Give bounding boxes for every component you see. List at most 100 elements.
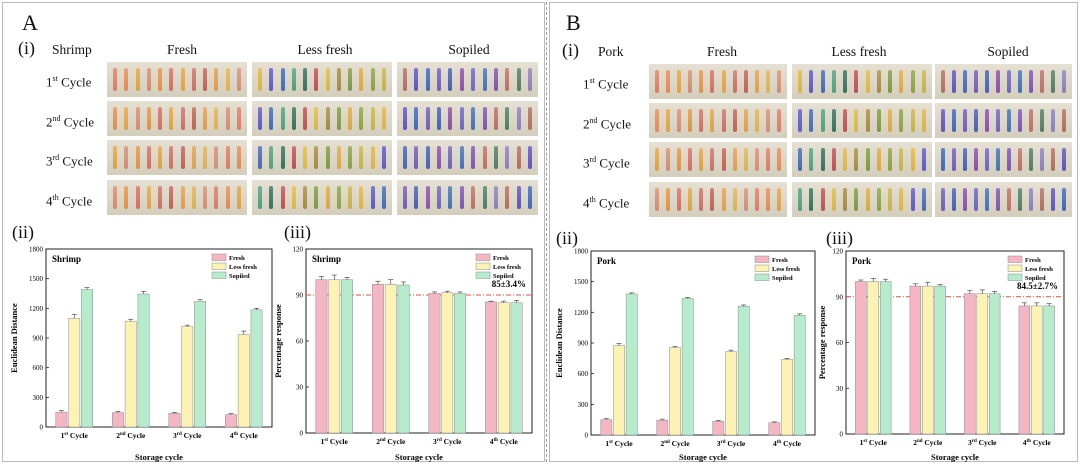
sensor-spot xyxy=(203,146,208,169)
sensor-spot xyxy=(843,70,848,93)
bar-fresh xyxy=(315,279,328,434)
y-tick-label: 600 xyxy=(33,364,44,372)
sensor-spot xyxy=(370,68,375,91)
sensor-spot xyxy=(459,186,464,209)
sensor-spot xyxy=(124,186,129,209)
sensor-spot xyxy=(459,146,464,169)
x-tick-label: 3rd Cycle xyxy=(717,439,746,448)
x-tick-label: 3rd Cycle xyxy=(433,437,462,446)
y-tick-label: 90 xyxy=(296,292,304,300)
sensor-spot xyxy=(135,186,140,209)
result-annotation: 84.5±2.7% xyxy=(1017,281,1058,291)
sensor-spot xyxy=(963,109,967,132)
row-label-3: 3rd Cycle xyxy=(583,155,630,171)
sensor-spot xyxy=(303,68,308,91)
bar-fresh xyxy=(225,414,237,428)
sensor-spot xyxy=(888,188,893,211)
sensor-spot xyxy=(655,188,659,211)
sensor-spot xyxy=(899,188,904,211)
y-tick-label: 0 xyxy=(585,432,589,440)
bar-less-fresh xyxy=(328,279,341,434)
sensor-spot xyxy=(899,109,904,132)
sensor-spot xyxy=(922,148,926,171)
y-axis-label: Euclidean Distance xyxy=(554,308,564,378)
bar-sopiled xyxy=(194,301,206,428)
sensor-spot xyxy=(291,186,296,209)
sensor-spot xyxy=(314,146,319,169)
sensor-spot xyxy=(952,109,956,132)
sensor-spot xyxy=(493,68,498,91)
sensor-spot xyxy=(382,186,386,209)
x-tick-label: 4th Cycle xyxy=(1023,438,1052,447)
sensor-spot xyxy=(710,148,715,171)
sensor-spot xyxy=(688,148,693,171)
y-tick-label: 1200 xyxy=(29,305,44,313)
sensor-spot xyxy=(414,68,419,91)
legend-label: Fresh xyxy=(772,257,788,264)
x-tick-label: 1st Cycle xyxy=(860,438,888,447)
legend-swatch xyxy=(475,271,491,279)
panel-b-col-fresh: Fresh xyxy=(707,44,737,59)
sensor-spot xyxy=(225,68,230,91)
sensor-spot xyxy=(974,188,978,211)
sensor-spot xyxy=(258,68,262,91)
y-tick-label: 1500 xyxy=(29,275,44,283)
sensor-strip-spoiled-cycle-2 xyxy=(935,103,1072,138)
sensor-strip-spoiled-cycle-3 xyxy=(397,140,538,175)
bar-sopiled xyxy=(625,293,638,436)
sensor-spot xyxy=(225,107,230,130)
sensor-spot xyxy=(941,109,945,132)
sensor-spot xyxy=(888,109,893,132)
sensor-spot xyxy=(258,186,262,209)
x-tick-label: 1st Cycle xyxy=(321,437,349,446)
bar-fresh xyxy=(712,420,725,436)
sensor-spot xyxy=(1018,70,1022,93)
bar-sopiled xyxy=(341,279,353,434)
sensor-spot xyxy=(280,146,285,169)
sensor-spot xyxy=(336,146,341,169)
sensor-spot xyxy=(854,188,859,211)
panel-a-sub-iii: (iii) xyxy=(284,222,311,242)
y-axis-label: Euclidean Distance xyxy=(9,303,19,373)
sensor-spot xyxy=(135,107,140,130)
bar-sopiled xyxy=(137,293,150,428)
sensor-spot xyxy=(124,68,129,91)
panel-a-col-spoiled: Sopiled xyxy=(448,42,490,57)
sensor-spot xyxy=(471,186,476,209)
panel-a-letter: A xyxy=(22,10,38,35)
x-tick-label: 2nd Cycle xyxy=(660,439,690,448)
sensor-strip-less-cycle-3 xyxy=(252,140,392,175)
sensor-spot xyxy=(124,107,129,130)
sensor-spot xyxy=(754,148,759,171)
sensor-spot xyxy=(169,146,174,169)
y-axis-label: Percentage response xyxy=(817,305,827,379)
sensor-spot xyxy=(876,70,881,93)
sensor-spot xyxy=(382,68,386,91)
sensor-strip-fresh-cycle-1 xyxy=(107,62,247,97)
sensor-spot xyxy=(721,188,726,211)
y-tick-label: 60 xyxy=(296,338,304,346)
panel-b-letter: B xyxy=(566,10,581,35)
sensor-spot xyxy=(169,186,174,209)
bar-sopiled xyxy=(397,284,410,434)
y-tick-label: 30 xyxy=(296,384,304,392)
sensor-spot xyxy=(505,107,510,130)
sensor-spot xyxy=(505,68,510,91)
bar-sopiled xyxy=(879,281,892,435)
sensor-spot xyxy=(169,107,174,130)
sensor-spot xyxy=(798,148,802,171)
sensor-spot xyxy=(765,148,770,171)
x-tick-label: 4th Cycle xyxy=(773,439,802,448)
sensor-spot xyxy=(269,146,274,169)
sensor-spot xyxy=(809,148,814,171)
sensor-spot xyxy=(910,148,915,171)
sensor-spot xyxy=(798,109,802,132)
sensor-spot xyxy=(1029,188,1033,211)
y-tick-label: 1200 xyxy=(574,309,589,317)
bar-less-fresh xyxy=(237,334,250,428)
sensor-spot xyxy=(158,186,163,209)
x-tick-label: 3rd Cycle xyxy=(968,438,997,447)
sensor-strip-fresh-cycle-4 xyxy=(107,180,247,215)
sensor-spot xyxy=(843,188,848,211)
sensor-spot xyxy=(471,107,476,130)
